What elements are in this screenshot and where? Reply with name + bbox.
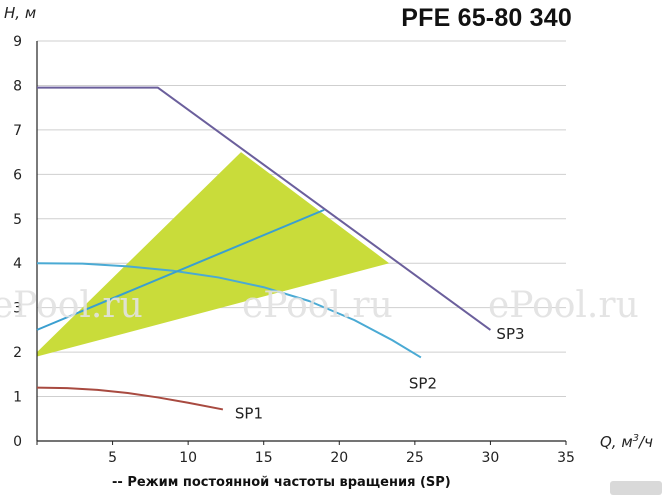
chart-title: PFE 65-80 340 xyxy=(401,4,572,32)
series-line-sp2 xyxy=(36,262,422,359)
y-tick-label-5: 5 xyxy=(13,212,22,228)
y-tick-label-4: 4 xyxy=(13,256,22,272)
x-tick-label-4: 20 xyxy=(330,450,348,466)
y-tick-label-7: 7 xyxy=(13,123,22,139)
x-tick-label-7: 35 xyxy=(557,450,575,466)
x-tick-label-5: 25 xyxy=(406,450,424,466)
x-tick-label-2: 10 xyxy=(179,450,197,466)
watermark-1: ePool.ru xyxy=(0,285,143,326)
brand-logo xyxy=(610,481,662,495)
series-label-sp2: SP2 xyxy=(409,374,437,392)
y-tick-label-3: 3 xyxy=(13,301,22,317)
watermark-3: ePool.ru xyxy=(488,285,639,326)
x-tick-label-6: 30 xyxy=(482,450,500,466)
y-tick-label-0: 0 xyxy=(13,434,22,450)
series-label-sp1: SP1 xyxy=(235,404,263,422)
y-tick-label-6: 6 xyxy=(13,167,22,183)
series-line-extra xyxy=(36,208,325,331)
y-tick-label-2: 2 xyxy=(13,345,22,361)
series-line-sp1 xyxy=(36,386,224,411)
y-axis-label: H, м xyxy=(4,4,37,22)
y-tick-label-8: 8 xyxy=(13,78,22,94)
series-line-sp3 xyxy=(37,86,492,331)
watermark-2: ePool.ru xyxy=(242,285,393,326)
y-tick-label-9: 9 xyxy=(13,34,22,50)
y-tick-label-1: 1 xyxy=(13,390,22,406)
x-tick-label-1: 5 xyxy=(108,450,117,466)
chart-caption: -- Режим постоянной частоты вращения (SP… xyxy=(112,475,451,490)
series-label-sp3: SP3 xyxy=(496,325,524,343)
x-axis-label: Q, м3/ч xyxy=(600,433,653,451)
x-tick-label-3: 15 xyxy=(255,450,273,466)
operating-region xyxy=(37,152,390,357)
